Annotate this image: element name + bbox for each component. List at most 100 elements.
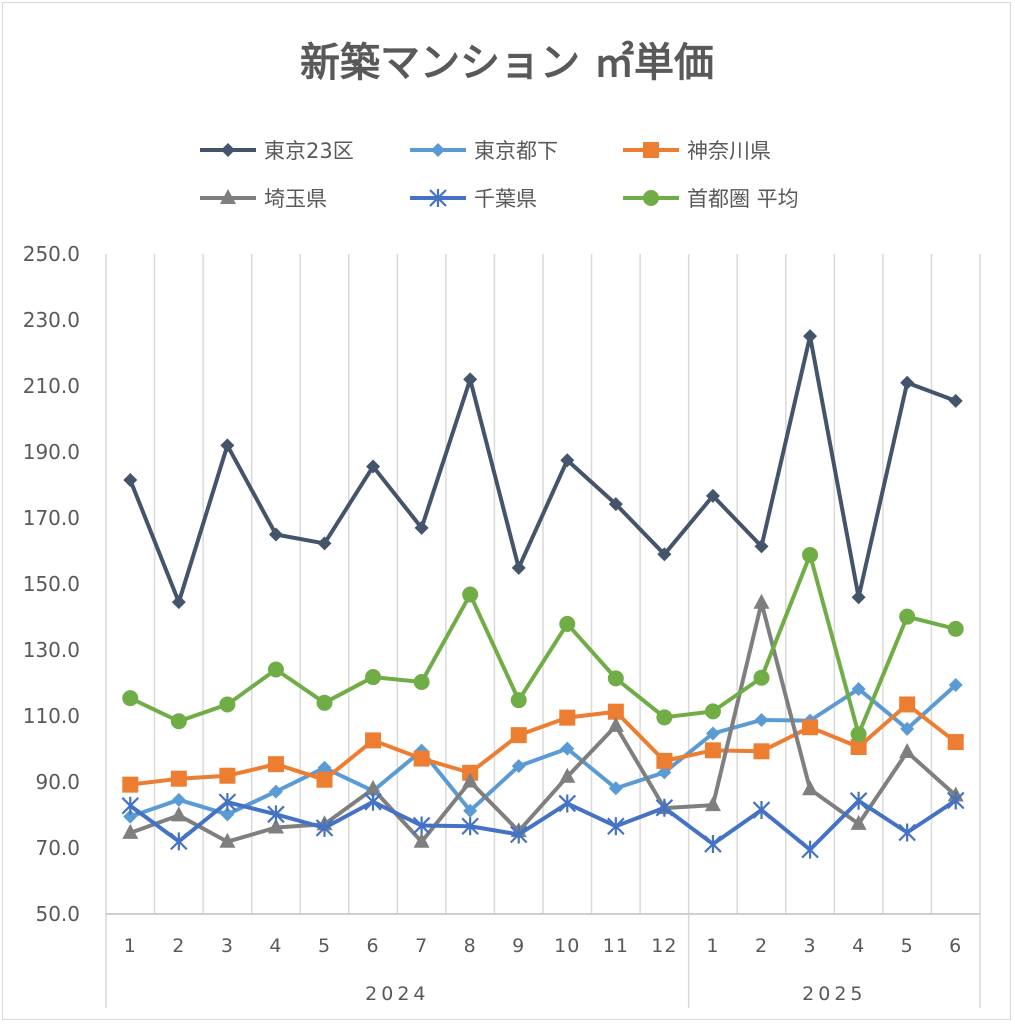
data-point [122,690,139,707]
data-point [705,726,720,741]
data-point [123,809,138,824]
legend-entry: 千葉県 [410,187,537,211]
x-tick-label: 2 [755,935,768,957]
data-point [801,840,819,859]
data-point [560,741,575,756]
y-tick-label: 90.0 [35,770,80,794]
legend-label: 東京23区 [264,139,354,163]
data-point [803,329,818,344]
series-line [130,702,957,787]
data-point [753,593,770,609]
data-point [219,767,236,784]
data-point [462,772,479,788]
x-tick-label: 7 [415,935,428,957]
data-point [413,674,430,691]
data-point [704,835,722,854]
x-tick-label: 12 [651,935,677,957]
legend-entry: 埼玉県 [200,187,327,211]
data-point [221,143,235,157]
data-point [899,608,916,625]
data-point [170,770,187,787]
data-point [364,792,382,811]
data-point [643,190,659,206]
series-line [128,334,957,605]
x-tick-label: 3 [221,935,234,957]
legend-entry: 東京23区 [200,139,354,163]
data-point [413,750,430,767]
data-point [463,803,478,818]
data-point [851,681,866,696]
data-point [219,832,236,848]
data-point [754,539,769,554]
data-point [608,497,623,512]
data-point [170,806,187,822]
y-tick-label: 70.0 [35,836,80,860]
gridlines [105,254,981,914]
data-point [317,536,332,551]
series-line [129,798,957,852]
data-point [267,756,284,773]
data-point [947,734,964,751]
data-point [608,781,623,796]
data-point [429,189,447,207]
data-point [462,586,479,603]
data-point [315,818,334,837]
data-point [946,791,965,810]
data-point [431,143,445,157]
x-tick-label: 1 [124,935,137,957]
series-line [129,600,958,844]
data-point [607,670,624,687]
data-point [511,759,526,774]
legend-label: 千葉県 [474,187,537,211]
data-point [365,669,382,686]
data-point [412,816,431,835]
data-point [948,393,963,408]
data-point [509,825,528,844]
x-tick-label: 5 [318,935,331,957]
data-point [268,527,283,542]
data-point [267,805,285,824]
data-point [559,709,576,726]
data-point [170,832,188,851]
y-tick-label: 110.0 [23,704,80,728]
data-point [607,817,625,836]
data-point [753,669,770,686]
x-tick-label: 2 [172,935,185,957]
data-point [560,453,575,468]
data-point [267,661,284,678]
series-千葉県 [121,791,965,859]
data-point [802,719,819,736]
data-point [122,776,139,793]
series-layer [121,329,965,859]
data-point [559,767,576,783]
data-point [802,780,819,796]
y-tick-label: 50.0 [35,902,80,926]
data-point [559,615,576,632]
data-point [123,473,138,488]
data-point [657,765,672,780]
data-point [850,726,867,743]
data-point [899,696,916,713]
data-point [316,694,333,711]
x-tick-label: 4 [852,935,865,957]
data-point [948,677,963,692]
data-point [704,742,721,759]
data-point [850,739,867,756]
year-label: 2025 [802,983,866,1005]
data-point [656,709,673,726]
data-point [121,796,140,815]
data-point [220,189,236,204]
data-point [316,771,333,788]
data-point [511,560,526,575]
legend-label: 首都圏 平均 [687,187,799,211]
y-tick-label: 150.0 [23,572,80,596]
data-point [754,712,769,727]
data-point [365,779,382,795]
data-point [171,595,186,610]
y-tick-label: 130.0 [23,638,80,662]
series-line [129,552,957,737]
data-point [655,798,674,817]
series-首都圏 平均 [122,546,964,743]
